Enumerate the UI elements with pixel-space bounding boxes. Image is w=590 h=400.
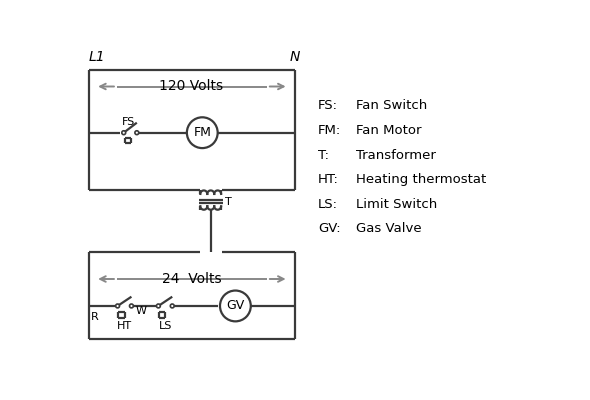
Text: W: W bbox=[135, 306, 146, 316]
Text: N: N bbox=[290, 50, 300, 64]
Circle shape bbox=[220, 290, 251, 321]
Text: LS:: LS: bbox=[318, 198, 337, 211]
Text: Heating thermostat: Heating thermostat bbox=[356, 173, 487, 186]
Text: 24  Volts: 24 Volts bbox=[162, 272, 221, 286]
Text: Limit Switch: Limit Switch bbox=[356, 198, 438, 211]
Text: LS: LS bbox=[159, 321, 172, 331]
Text: FS: FS bbox=[122, 117, 136, 127]
Text: R: R bbox=[91, 312, 99, 322]
Text: GV:: GV: bbox=[318, 222, 340, 236]
Circle shape bbox=[156, 304, 160, 308]
Circle shape bbox=[116, 304, 120, 308]
Text: Fan Switch: Fan Switch bbox=[356, 99, 428, 112]
Text: T:: T: bbox=[318, 148, 329, 162]
Text: HT:: HT: bbox=[318, 173, 339, 186]
Text: FS:: FS: bbox=[318, 99, 337, 112]
Text: FM: FM bbox=[194, 126, 211, 139]
Circle shape bbox=[122, 131, 126, 135]
Text: T: T bbox=[225, 197, 232, 207]
Text: L1: L1 bbox=[89, 50, 106, 64]
Text: 120 Volts: 120 Volts bbox=[159, 80, 224, 94]
Text: Gas Valve: Gas Valve bbox=[356, 222, 422, 236]
Circle shape bbox=[187, 117, 218, 148]
Text: Fan Motor: Fan Motor bbox=[356, 124, 422, 137]
Text: Transformer: Transformer bbox=[356, 148, 436, 162]
Circle shape bbox=[171, 304, 174, 308]
Circle shape bbox=[135, 131, 139, 135]
Text: FM:: FM: bbox=[318, 124, 341, 137]
Circle shape bbox=[130, 304, 133, 308]
Text: HT: HT bbox=[117, 321, 132, 331]
Text: GV: GV bbox=[226, 300, 244, 312]
